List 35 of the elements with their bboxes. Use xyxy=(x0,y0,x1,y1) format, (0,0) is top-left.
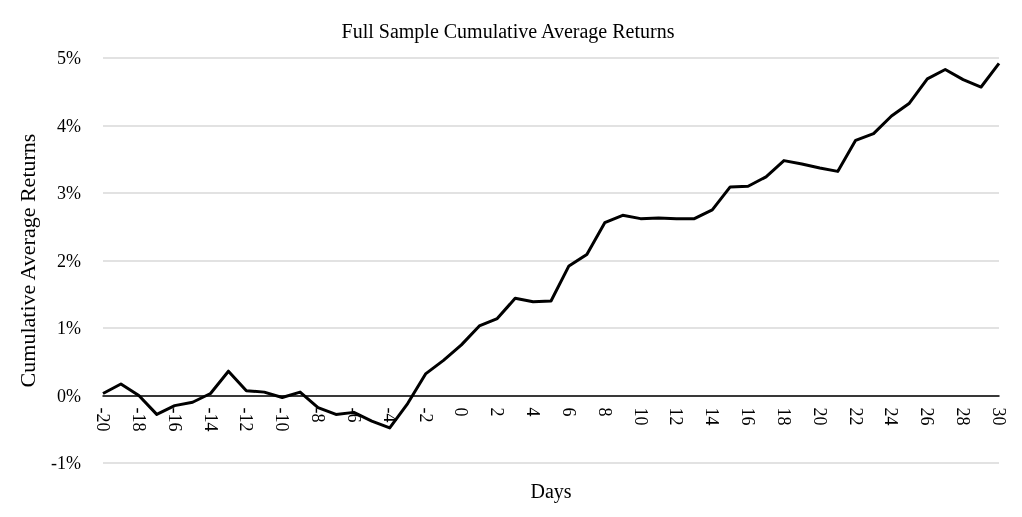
x-tick-label: -16 xyxy=(164,407,185,432)
x-tick-label: -12 xyxy=(236,407,257,432)
y-tick-label: 5% xyxy=(57,48,81,68)
y-axis-title: Cumulative Average Returns xyxy=(14,133,40,388)
x-tick-label: 28 xyxy=(953,407,974,426)
x-tick-label: -20 xyxy=(93,407,113,432)
y-tick-label: 2% xyxy=(57,250,81,271)
x-tick-label: 0 xyxy=(451,407,472,417)
x-tick-label: 24 xyxy=(881,407,902,426)
x-tick-label: 18 xyxy=(773,407,794,426)
x-tick-label: 22 xyxy=(845,407,866,426)
x-tick-label: 8 xyxy=(594,407,615,417)
x-tick-label: -2 xyxy=(415,407,436,423)
chart-title: Full Sample Cumulative Average Returns xyxy=(341,20,675,43)
x-tick-label: 4 xyxy=(523,407,544,417)
x-tick-label: -8 xyxy=(308,407,329,423)
x-axis-title: Days xyxy=(530,480,572,503)
x-tick-label: 6 xyxy=(558,407,579,417)
x-tick-label: 16 xyxy=(738,407,759,426)
x-tick-label: -10 xyxy=(272,407,293,432)
x-tick-label: 12 xyxy=(666,407,687,426)
x-tick-label: 2 xyxy=(487,407,508,417)
y-tick-label: -1% xyxy=(51,453,81,473)
x-tick-label: 30 xyxy=(989,407,1009,426)
y-tick-label: 4% xyxy=(57,115,81,136)
y-tick-label: 0% xyxy=(57,385,81,406)
x-tick-label: 26 xyxy=(917,407,938,426)
x-tick-label: 20 xyxy=(809,407,830,426)
x-tick-label: -6 xyxy=(343,407,364,423)
x-tick-label: -18 xyxy=(128,407,149,432)
x-tick-label: 10 xyxy=(630,407,651,426)
x-tick-label: -14 xyxy=(200,407,221,432)
y-tick-label: 1% xyxy=(57,318,81,338)
y-tick-label: 3% xyxy=(57,183,81,203)
x-tick-label: 14 xyxy=(702,407,723,426)
